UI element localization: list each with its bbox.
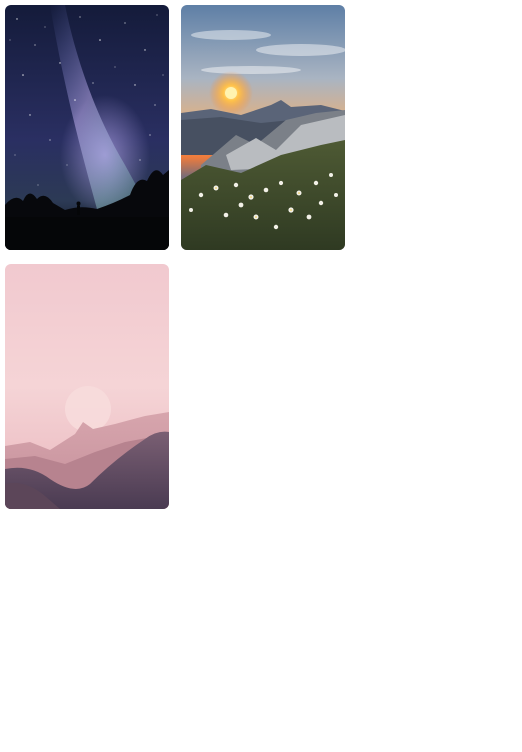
pink-mountains-image [5,264,169,509]
mountain-sunset-image [181,5,345,250]
milky-way-image [5,5,169,250]
gallery-image-mountain-sunset[interactable] [181,5,345,250]
gallery-image-milky-way[interactable] [5,5,169,250]
gallery-image-pink-mountains[interactable] [5,264,169,509]
